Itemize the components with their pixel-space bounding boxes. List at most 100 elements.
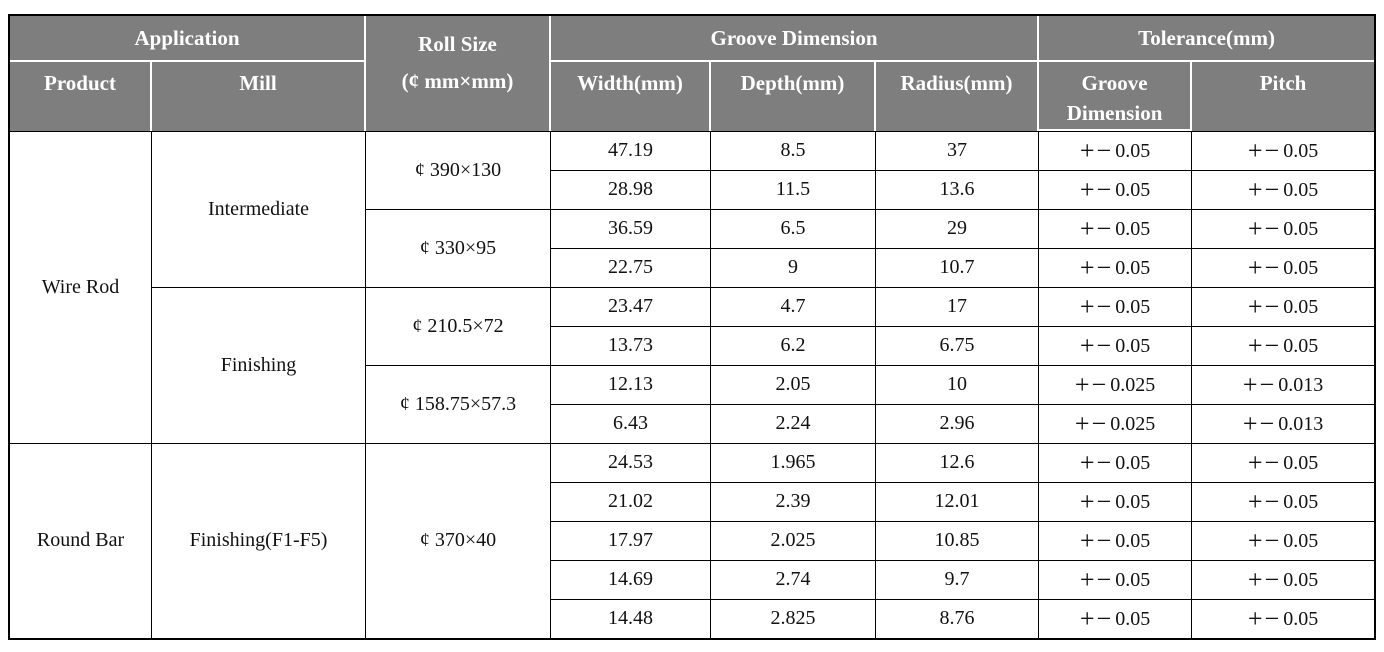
depth-value-cell: 8.5 — [711, 130, 876, 170]
width-value-cell: 23.47 — [551, 286, 711, 326]
table-row: 17.97 2.025 10.85 +− 0.05 +− 0.05 — [10, 520, 1375, 560]
table-row: ¢ 158.75×57.3 12.13 2.05 10 +− 0.025 +− 0.013 — [10, 364, 1375, 443]
radius-value-cell: 10 — [876, 364, 1040, 404]
tolerance-pitch-cell: +− 0.05 — [1192, 598, 1375, 638]
tolerance-value: 0.05 — [1283, 568, 1319, 591]
header-pitch: Pitch — [1192, 60, 1375, 131]
radius-value-cell: 9.7 — [876, 559, 1040, 599]
table-row: 14.48 2.825 8.76 +− 0.05 +− 0.05 — [10, 598, 1375, 638]
depth-value-cell: 9 — [711, 247, 876, 287]
tolerance-groove-cell: +− 0.05 — [1039, 598, 1193, 638]
plus-minus-sign: +− — [1247, 330, 1282, 360]
depth-value-cell: 4.7 — [711, 286, 876, 326]
tolerance-value: 0.05 — [1115, 178, 1151, 201]
tolerance-value: 0.013 — [1278, 373, 1324, 396]
plus-minus-sign: +− — [1079, 291, 1114, 321]
header-mill: Mill — [152, 60, 366, 131]
radius-value-cell: 6.75 — [876, 325, 1040, 365]
header-row: Application Roll Size (¢ mm×mm) Groove Dim… — [10, 16, 1375, 131]
table-frame: Application Roll Size (¢ mm×mm) Groove Dim… — [8, 14, 1376, 640]
roll-size-cell: ¢ 210.5×72 — [366, 286, 551, 365]
plus-minus-sign: +− — [1242, 408, 1277, 438]
tolerance-pitch-cell: +− 0.05 — [1192, 169, 1375, 209]
depth-value-cell: 11.5 — [711, 169, 876, 209]
tolerance-pitch-cell: +− 0.013 — [1192, 403, 1375, 443]
plus-minus-sign: +− — [1247, 603, 1282, 633]
width-value-cell: 13.73 — [551, 325, 711, 365]
tolerance-value: 0.05 — [1283, 451, 1319, 474]
header-roll-size: Roll Size (¢ mm×mm) — [366, 16, 551, 131]
width-value-cell: 6.43 — [551, 403, 711, 443]
header-tolerance: Tolerance(mm) — [1039, 16, 1375, 60]
plus-minus-sign: +− — [1079, 486, 1114, 516]
tolerance-value: 0.05 — [1115, 607, 1151, 630]
tolerance-value: 0.025 — [1110, 373, 1156, 396]
depth-value-cell: 2.39 — [711, 481, 876, 521]
width-value-cell: 21.02 — [551, 481, 711, 521]
plus-minus-sign: +− — [1079, 213, 1114, 243]
header-depth: Depth(mm) — [711, 60, 876, 131]
width-value-cell: 12.13 — [551, 364, 711, 404]
tolerance-value: 0.05 — [1283, 139, 1319, 162]
plus-minus-sign: +− — [1079, 330, 1114, 360]
plus-minus-sign: +− — [1074, 369, 1109, 399]
tolerance-pitch-cell: +− 0.05 — [1192, 247, 1375, 287]
radius-value-cell: 13.6 — [876, 169, 1040, 209]
radius-value-cell: 12.6 — [876, 442, 1040, 482]
table-row: 28.98 11.5 13.6 +− 0.05 +− 0.05 — [10, 169, 1375, 209]
tolerance-value: 0.05 — [1115, 490, 1151, 513]
radius-value-cell: 29 — [876, 208, 1040, 248]
tolerance-pitch-cell: +− 0.013 — [1192, 364, 1375, 404]
tolerance-value: 0.05 — [1283, 178, 1319, 201]
tolerance-value: 0.025 — [1110, 412, 1156, 435]
table-row: 13.73 6.2 6.75 +− 0.05 +− 0.05 — [10, 325, 1375, 365]
depth-value-cell: 2.74 — [711, 559, 876, 599]
radius-value-cell: 8.76 — [876, 598, 1040, 638]
depth-value-cell: 6.5 — [711, 208, 876, 248]
tolerance-value: 0.05 — [1115, 256, 1151, 279]
product-cell: Round Bar — [10, 442, 152, 638]
radius-value-cell: 10.85 — [876, 520, 1040, 560]
depth-value-cell: 2.825 — [711, 598, 876, 638]
roll-size-cell: ¢ 370×40 — [366, 442, 551, 638]
table-row: 14.69 2.74 9.7 +− 0.05 +− 0.05 — [10, 559, 1375, 599]
tolerance-value: 0.05 — [1115, 334, 1151, 357]
tolerance-pitch-cell: +− 0.05 — [1192, 442, 1375, 482]
plus-minus-sign: +− — [1247, 486, 1282, 516]
depth-value-cell: 6.2 — [711, 325, 876, 365]
width-value-cell: 28.98 — [551, 169, 711, 209]
tolerance-value: 0.05 — [1115, 568, 1151, 591]
tolerance-value: 0.05 — [1283, 607, 1319, 630]
roll-size-cell: ¢ 158.75×57.3 — [366, 364, 551, 443]
plus-minus-sign: +− — [1079, 135, 1114, 165]
width-value-cell: 24.53 — [551, 442, 711, 482]
plus-minus-sign: +− — [1247, 174, 1282, 204]
depth-value-cell: 2.24 — [711, 403, 876, 443]
header-tolerance-groove: Groove Dimension — [1039, 60, 1193, 131]
tolerance-value: 0.05 — [1283, 334, 1319, 357]
width-value-cell: 22.75 — [551, 247, 711, 287]
mill-cell: Finishing — [152, 286, 366, 443]
radius-value-cell: 10.7 — [876, 247, 1040, 287]
width-value-cell: 14.69 — [551, 559, 711, 599]
tolerance-value: 0.05 — [1283, 295, 1319, 318]
radius-value-cell: 17 — [876, 286, 1040, 326]
tolerance-groove-cell: +− 0.05 — [1039, 130, 1193, 170]
header-width: Width(mm) — [551, 60, 711, 131]
tolerance-pitch-cell: +− 0.05 — [1192, 481, 1375, 521]
tolerance-groove-cell: +− 0.05 — [1039, 481, 1193, 521]
plus-minus-sign: +− — [1079, 603, 1114, 633]
plus-minus-sign: +− — [1079, 252, 1114, 282]
tolerance-pitch-cell: +− 0.05 — [1192, 325, 1375, 365]
tolerance-value: 0.05 — [1115, 295, 1151, 318]
plus-minus-sign: +− — [1079, 525, 1114, 555]
plus-minus-sign: +− — [1079, 564, 1114, 594]
tolerance-value: 0.05 — [1115, 529, 1151, 552]
tolerance-groove-cell: +− 0.025 — [1039, 403, 1193, 443]
plus-minus-sign: +− — [1079, 174, 1114, 204]
tolerance-value: 0.05 — [1115, 217, 1151, 240]
tolerance-groove-cell: +− 0.05 — [1039, 442, 1193, 482]
table-row: ¢ 330×95 36.59 6.5 29 +− 0.05 +− 0.05 — [10, 208, 1375, 287]
header-groove-dimension: Groove Dimension — [551, 16, 1040, 60]
